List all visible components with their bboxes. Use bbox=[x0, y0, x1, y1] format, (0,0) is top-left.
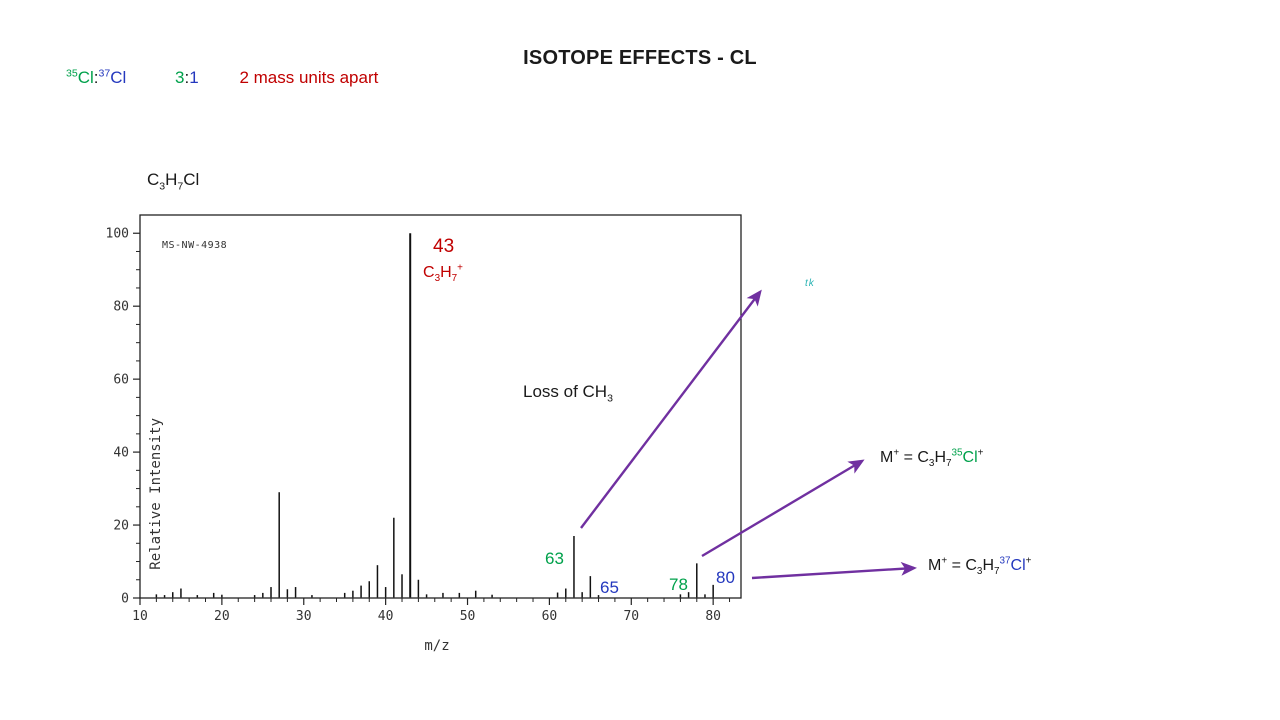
x-tick-label: 20 bbox=[214, 609, 230, 624]
loss-of-ch3-label: Loss of CH3 bbox=[523, 382, 613, 405]
x-tick-label: 60 bbox=[542, 609, 558, 624]
peak-63-label: 63 bbox=[545, 549, 564, 568]
x-tick-label: 40 bbox=[378, 609, 394, 624]
x-tick-label: 70 bbox=[623, 609, 639, 624]
x-tick-label: 50 bbox=[460, 609, 476, 624]
y-tick-label: 40 bbox=[113, 446, 129, 461]
isotope-pair-label: 35Cl:37Cl bbox=[66, 67, 127, 87]
y-tick-label: 60 bbox=[113, 373, 129, 388]
y-tick-label: 0 bbox=[121, 592, 129, 607]
arrow-to-m37 bbox=[751, 561, 917, 580]
x-axis-title: m/z bbox=[424, 638, 450, 654]
page-title: ISOTOPE EFFECTS - CL bbox=[523, 47, 757, 69]
plot-border bbox=[139, 214, 742, 599]
compound-formula-label: C3H7Cl bbox=[147, 170, 200, 193]
peak-78-label: 78 bbox=[669, 575, 688, 594]
x-tick-label: 30 bbox=[296, 609, 312, 624]
arrow-to-m35 bbox=[701, 459, 865, 558]
y-tick-label: 80 bbox=[113, 300, 129, 315]
molecular-ion-35cl-label: M+ = C3H735Cl+ bbox=[880, 447, 984, 470]
peak-80-label: 80 bbox=[716, 568, 735, 587]
peak-43-label: 43 bbox=[433, 236, 455, 257]
x-tick-label: 80 bbox=[705, 609, 721, 624]
y-tick-label: 100 bbox=[106, 227, 129, 242]
teal-artifact-mark: tk bbox=[805, 278, 815, 289]
peak-43-formula: C3H7+ bbox=[423, 262, 463, 285]
x-tick-label: 10 bbox=[132, 609, 148, 624]
mass-units-note: 2 mass units apart bbox=[239, 68, 379, 87]
isotope-ratio-value: 3:1 bbox=[175, 68, 199, 87]
molecular-ion-37cl-label: M+ = C3H737Cl+ bbox=[928, 555, 1032, 578]
arrow-loss-of-ch3 bbox=[580, 289, 762, 529]
isotope-ratio-line: 35Cl:37Cl 3:1 2 mass units apart bbox=[66, 68, 378, 88]
y-tick-label: 20 bbox=[113, 519, 129, 534]
peak-65-label: 65 bbox=[600, 578, 619, 597]
spectrum-id-watermark: MS-NW-4938 bbox=[162, 240, 228, 251]
